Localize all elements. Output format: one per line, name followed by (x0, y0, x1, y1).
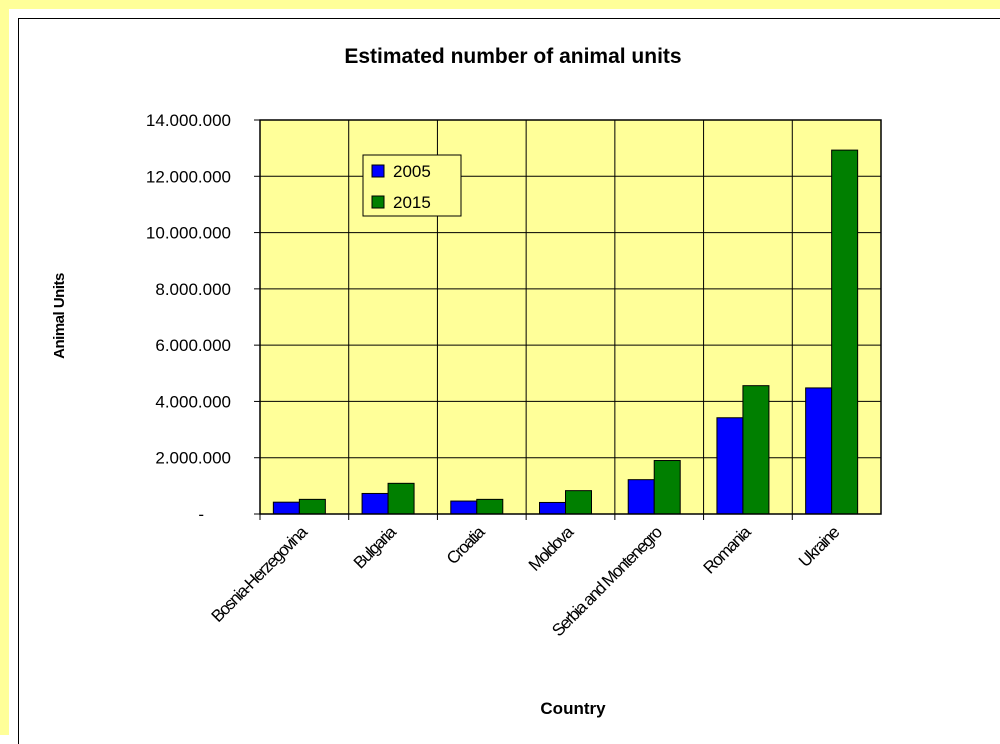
bar-2005-6 (805, 387, 833, 515)
bar-2015-5 (742, 385, 770, 515)
bar-2015-1 (387, 482, 415, 515)
y-tick-label: 12.000.000 (146, 167, 231, 186)
bar-2005-0 (272, 501, 300, 515)
x-axis-label: Country (540, 699, 606, 718)
legend-label-2005: 2005 (393, 162, 431, 181)
y-tick-label: 14.000.000 (146, 111, 231, 130)
y-tick-label: 8.000.000 (155, 280, 231, 299)
y-tick-label: 4.000.000 (155, 392, 231, 411)
gridlines (260, 120, 881, 514)
y-axis-ticks: - 2.000.000 4.000.000 6.000.000 8.000.000 10.… (146, 111, 260, 524)
plot-border (259, 119, 882, 515)
x-tick-label: Ukraine (795, 523, 843, 571)
plot-area (260, 120, 881, 514)
bar-2015-3 (565, 490, 592, 515)
y-tick-label: - (198, 505, 204, 524)
y-tick-label: 10.000.000 (146, 224, 231, 243)
x-tick-label: Bulgaria (350, 522, 400, 572)
x-tick-label: Bosnia-Herzegovina (208, 522, 312, 626)
x-tick-label: Romania (700, 522, 756, 578)
legend-swatch-2015 (371, 195, 385, 209)
bar-2015-0 (298, 498, 326, 515)
bar-2005-3 (539, 501, 566, 515)
legend-swatch-2005 (371, 164, 385, 178)
bars (259, 149, 859, 520)
bar-2015-4 (653, 460, 681, 515)
y-axis-label: Animal Units (51, 273, 68, 359)
bar-2005-5 (716, 417, 744, 515)
x-tick-label: Moldova (525, 522, 578, 575)
bar-2015-6 (831, 149, 859, 515)
legend-label-2015: 2015 (393, 193, 431, 212)
bar-2005-4 (627, 479, 655, 515)
chart-title: Estimated number of animal units (344, 45, 681, 68)
bar-2005-2 (450, 500, 478, 515)
y-tick-label: 6.000.000 (155, 336, 231, 355)
x-axis-ticks: Bosnia-Herzegovina Bulgaria Croatia Moldova… (208, 522, 844, 640)
legend: 2005 2015 (362, 154, 462, 217)
bar-2005-1 (361, 492, 389, 515)
y-tick-label: 2.000.000 (155, 449, 231, 468)
bar-2015-2 (476, 498, 504, 515)
x-tick-label: Croatia (443, 522, 489, 568)
